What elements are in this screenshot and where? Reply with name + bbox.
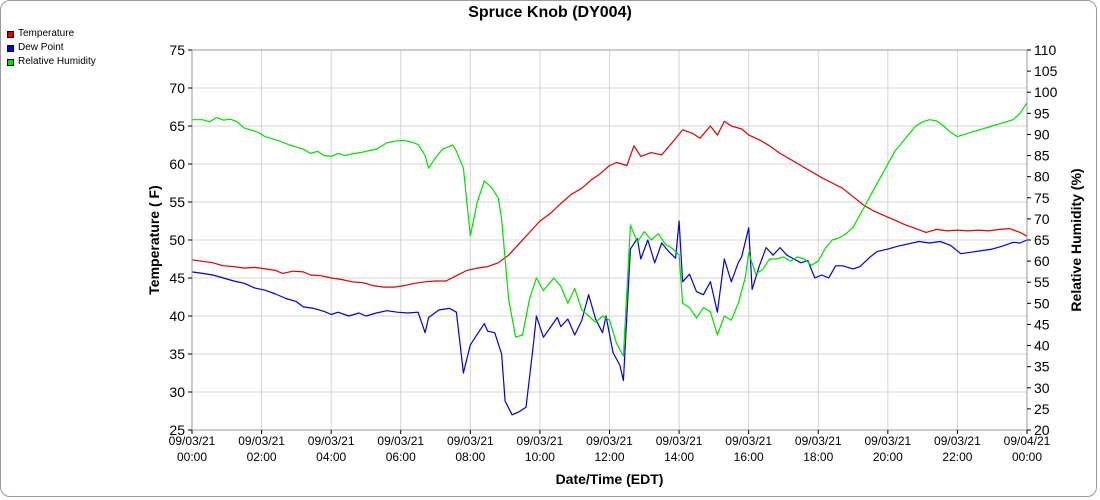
y-tick-label: 70 [169,80,185,96]
y-axis-title: Temperature ( F) [146,185,162,294]
y2-tick-label: 60 [1034,253,1050,269]
x-tick-time-label: 00:00 [1012,450,1042,464]
legend-swatch-temperature [7,30,14,38]
legend-label-temperature: Temperature [18,28,75,39]
x-tick-time-label: 14:00 [664,450,694,464]
x-tick-time-label: 06:00 [386,450,416,464]
x-tick-time-label: 20:00 [873,450,903,464]
y2-tick-label: 70 [1034,211,1050,227]
x-tick-time-label: 04:00 [316,450,346,464]
y2-tick-label: 35 [1034,359,1050,375]
y-tick-label: 55 [169,194,185,210]
legend-item-dew-point: Dew Point [7,41,96,55]
y2-tick-label: 25 [1034,401,1050,417]
y2-tick-label: 30 [1034,380,1050,396]
dew-point-line [191,220,1028,416]
x-tick-date-label: 09/03/21 [377,434,424,448]
chart-title: Spruce Knob (DY004) [468,4,632,21]
legend-swatch-dew-point [7,44,14,52]
x-axis-title: Date/Time (EDT) [556,471,664,487]
y-tick-label: 60 [169,156,185,172]
grid [191,49,1028,431]
legend-label-dew-point: Dew Point [18,42,64,53]
y2-tick-label: 50 [1034,295,1050,311]
x-tick-date-label: 09/03/21 [308,434,355,448]
y2-axis-title: Relative Humidity (%) [1068,168,1084,311]
x-tick-time-label: 16:00 [734,450,764,464]
x-tick-date-label: 09/03/21 [725,434,772,448]
y2-tick-label: 95 [1034,105,1050,121]
x-tick-date-label: 09/03/21 [864,434,911,448]
x-tick-date-label: 09/03/21 [656,434,703,448]
legend-item-relative-humidity: Relative Humidity [7,55,96,69]
y2-tick-label: 65 [1034,232,1050,248]
x-tick-time-label: 10:00 [525,450,555,464]
y-tick-label: 35 [169,346,185,362]
legend: Temperature Dew Point Relative Humidity [7,27,96,69]
x-axis-ticks: 09/03/21 00:00 09/03/21 02:00 09/03/21 04:00 0… [169,430,1051,464]
y2-tick-label: 90 [1034,126,1050,142]
x-tick-time-label: 22:00 [942,450,972,464]
y2-tick-label: 55 [1034,274,1050,290]
x-tick-date-label: 09/03/21 [238,434,285,448]
x-tick-date-label: 09/03/21 [586,434,633,448]
relative-humidity-line [192,102,1028,357]
y2-tick-label: 105 [1034,63,1058,79]
y-tick-label: 75 [169,42,185,58]
left-axis-ticks: 25 30 35 40 45 50 55 60 65 70 75 [169,42,192,438]
y-tick-label: 45 [169,270,185,286]
y2-tick-label: 110 [1034,42,1057,58]
x-tick-date-label: 09/03/21 [517,434,564,448]
y2-tick-label: 100 [1034,84,1058,100]
x-tick-time-label: 08:00 [455,450,485,464]
x-tick-time-label: 18:00 [803,450,833,464]
y-tick-label: 25 [169,422,185,438]
y2-tick-label: 80 [1034,169,1050,185]
legend-item-temperature: Temperature [7,27,96,41]
x-tick-time-label: 12:00 [594,450,624,464]
series-layer [191,102,1028,416]
legend-label-relative-humidity: Relative Humidity [18,56,96,67]
y-tick-label: 40 [169,308,185,324]
x-tick-date-label: 09/03/21 [795,434,842,448]
x-tick-time-label: 00:00 [177,450,207,464]
y-tick-label: 50 [169,232,185,248]
legend-swatch-relative-humidity [7,58,14,66]
y2-tick-label: 40 [1034,338,1050,354]
x-tick-date-label: 09/03/21 [447,434,494,448]
x-tick-date-label: 09/03/21 [169,434,216,448]
x-tick-date-label: 09/03/21 [934,434,981,448]
y-tick-label: 65 [169,118,185,134]
right-axis-ticks: 20 25 30 35 40 45 50 55 60 65 70 75 80 85 90 95 100 105 11… [1027,42,1058,438]
y2-tick-label: 85 [1034,148,1050,164]
x-tick-time-label: 02:00 [247,450,277,464]
y2-tick-label: 75 [1034,190,1050,206]
y2-tick-label: 45 [1034,316,1050,332]
y-tick-label: 30 [169,384,185,400]
x-tick-date-label: 09/04/21 [1004,434,1051,448]
temperature-line [191,120,1028,288]
y2-tick-label: 20 [1034,422,1050,438]
